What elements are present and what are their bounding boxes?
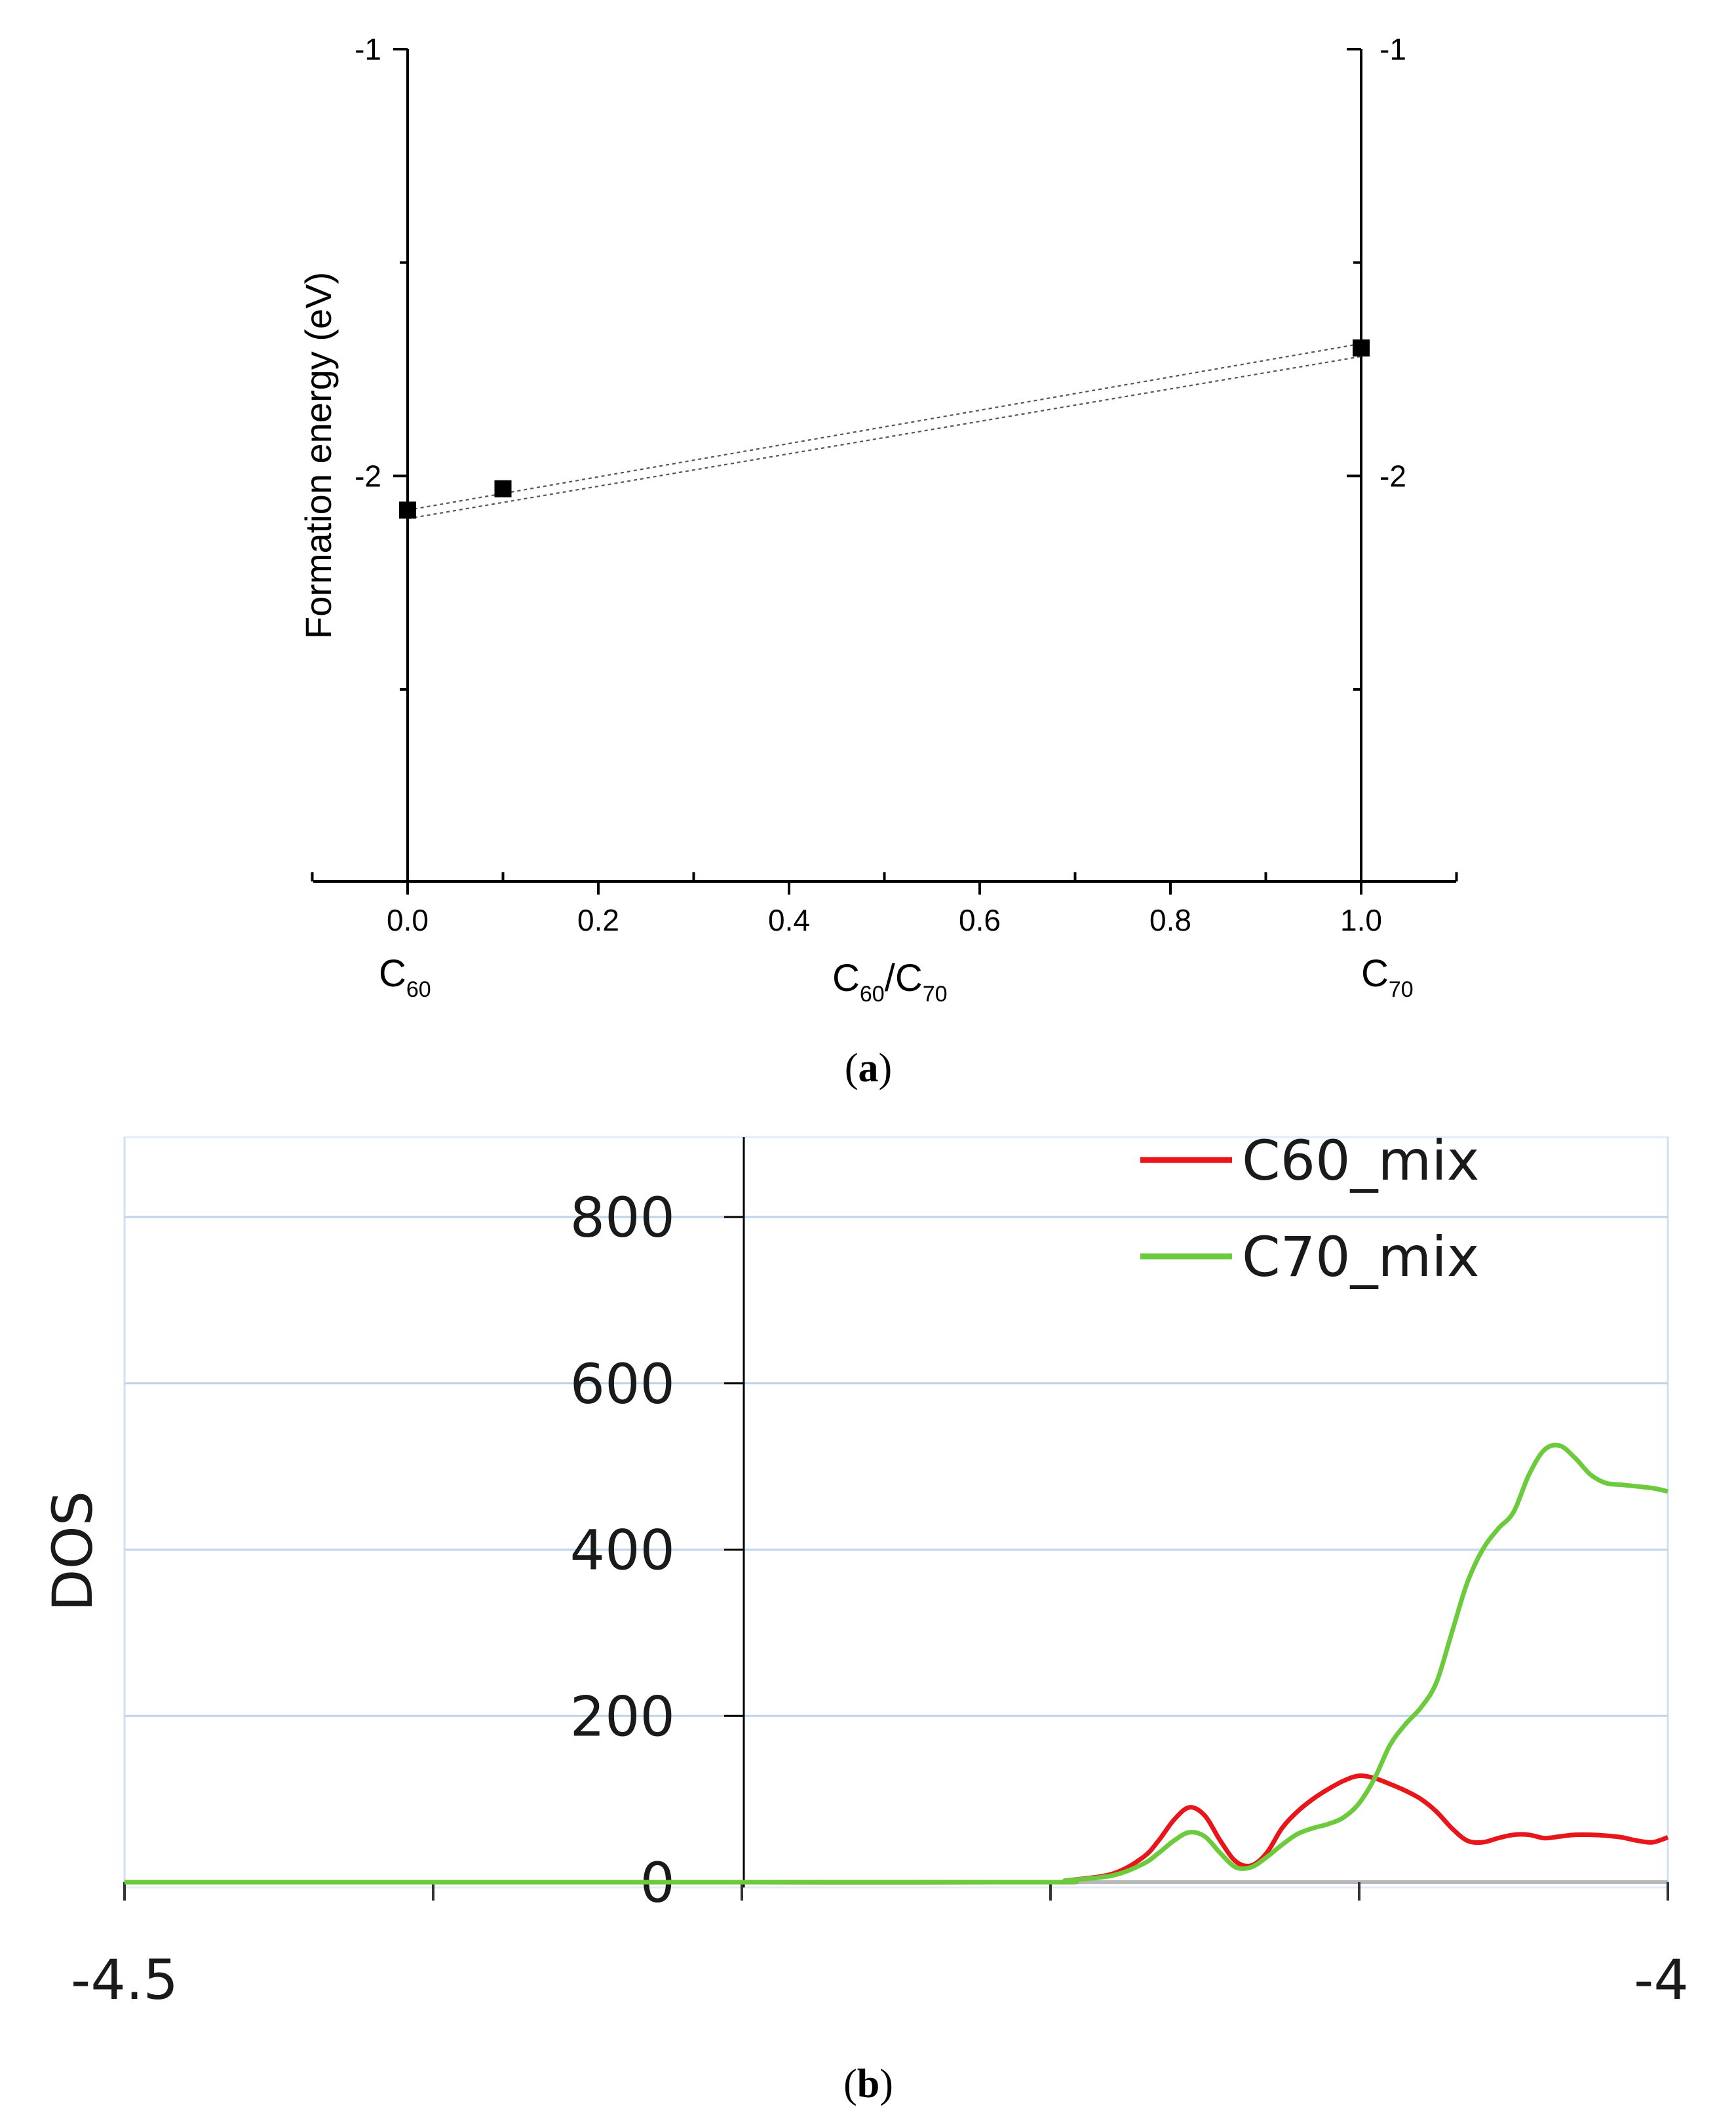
panel-b-x-tick-labels: -4.5 -4 (71, 1948, 1689, 2012)
panel-a-x-tick-label: 0.0 (387, 903, 429, 937)
panel-a-x-tick-label: 1.0 (1340, 903, 1382, 937)
panel-b-y-axis-label: DOS (41, 1491, 105, 1612)
panel-b-series-line-c60-mix (125, 1773, 1669, 1885)
panel-b-series (125, 1442, 1669, 1885)
panel-b-y-tick-label: 600 (570, 1352, 675, 1416)
panel-a-formation-energy-chart: 0.0 0.2 0.4 0.6 0.8 1.0 -1 -1 -2 -2 Formation en… (298, 32, 1458, 1091)
panel-a-x-tick-labels: 0.0 0.2 0.4 0.6 0.8 1.0 (387, 903, 1382, 937)
panel-a-left-y-tick-label: -1 (355, 32, 381, 66)
panel-a-left-y-tick-label: -2 (355, 459, 381, 493)
panel-a-data-point (1353, 339, 1370, 357)
panel-a-x-tick-label: 0.8 (1149, 903, 1191, 937)
panel-b-y-tick-label: 200 (570, 1684, 675, 1749)
panel-a-right-y-tick-label: -2 (1379, 459, 1406, 493)
panel-b-y-tick-label: 800 (570, 1186, 675, 1250)
panel-b-x-ticks (123, 1882, 1669, 1901)
panel-a-left-end-label: C60 (379, 952, 431, 1002)
panel-a-fit-line (407, 343, 1362, 511)
panel-a-fit-lines (407, 343, 1362, 520)
panel-a-x-tick-label: 0.2 (577, 903, 619, 937)
legend-label-c70-mix: C70_mix (1242, 1225, 1479, 1289)
panel-a-y-axis-label: Formation energy (eV) (298, 272, 339, 639)
legend-label-c60-mix: C60_mix (1242, 1129, 1479, 1193)
panel-a-right-y-tick-label: -1 (1379, 32, 1406, 66)
panel-a-caption: (a) (845, 1046, 892, 1091)
panel-b-x-tick-label: -4 (1634, 1948, 1689, 2012)
panel-b-y-tick-label: 400 (570, 1518, 675, 1583)
panel-a-data-point (399, 501, 416, 519)
panel-a-x-axis-label: C60/C70 (832, 957, 948, 1007)
panel-b-series-line-c70-mix (125, 1442, 1668, 1885)
panel-a-y-tick-labels: -1 -1 -2 -2 (355, 32, 1406, 493)
panel-a-data-point (494, 480, 512, 497)
panel-a-ticks (311, 48, 1458, 895)
panel-b-x-tick-label: -4.5 (71, 1948, 178, 2012)
panel-a-right-end-label: C70 (1361, 952, 1414, 1002)
panel-b-caption: (b) (843, 2062, 893, 2106)
panel-a-x-tick-label: 0.6 (959, 903, 1001, 937)
panel-b-legend: C60_mix C70_mix (1140, 1129, 1479, 1289)
panel-b-gridlines (125, 1216, 1668, 1717)
panel-a-fit-line (407, 355, 1362, 520)
panel-a-x-tick-label: 0.4 (768, 903, 810, 937)
panel-a-data-points (399, 339, 1370, 519)
